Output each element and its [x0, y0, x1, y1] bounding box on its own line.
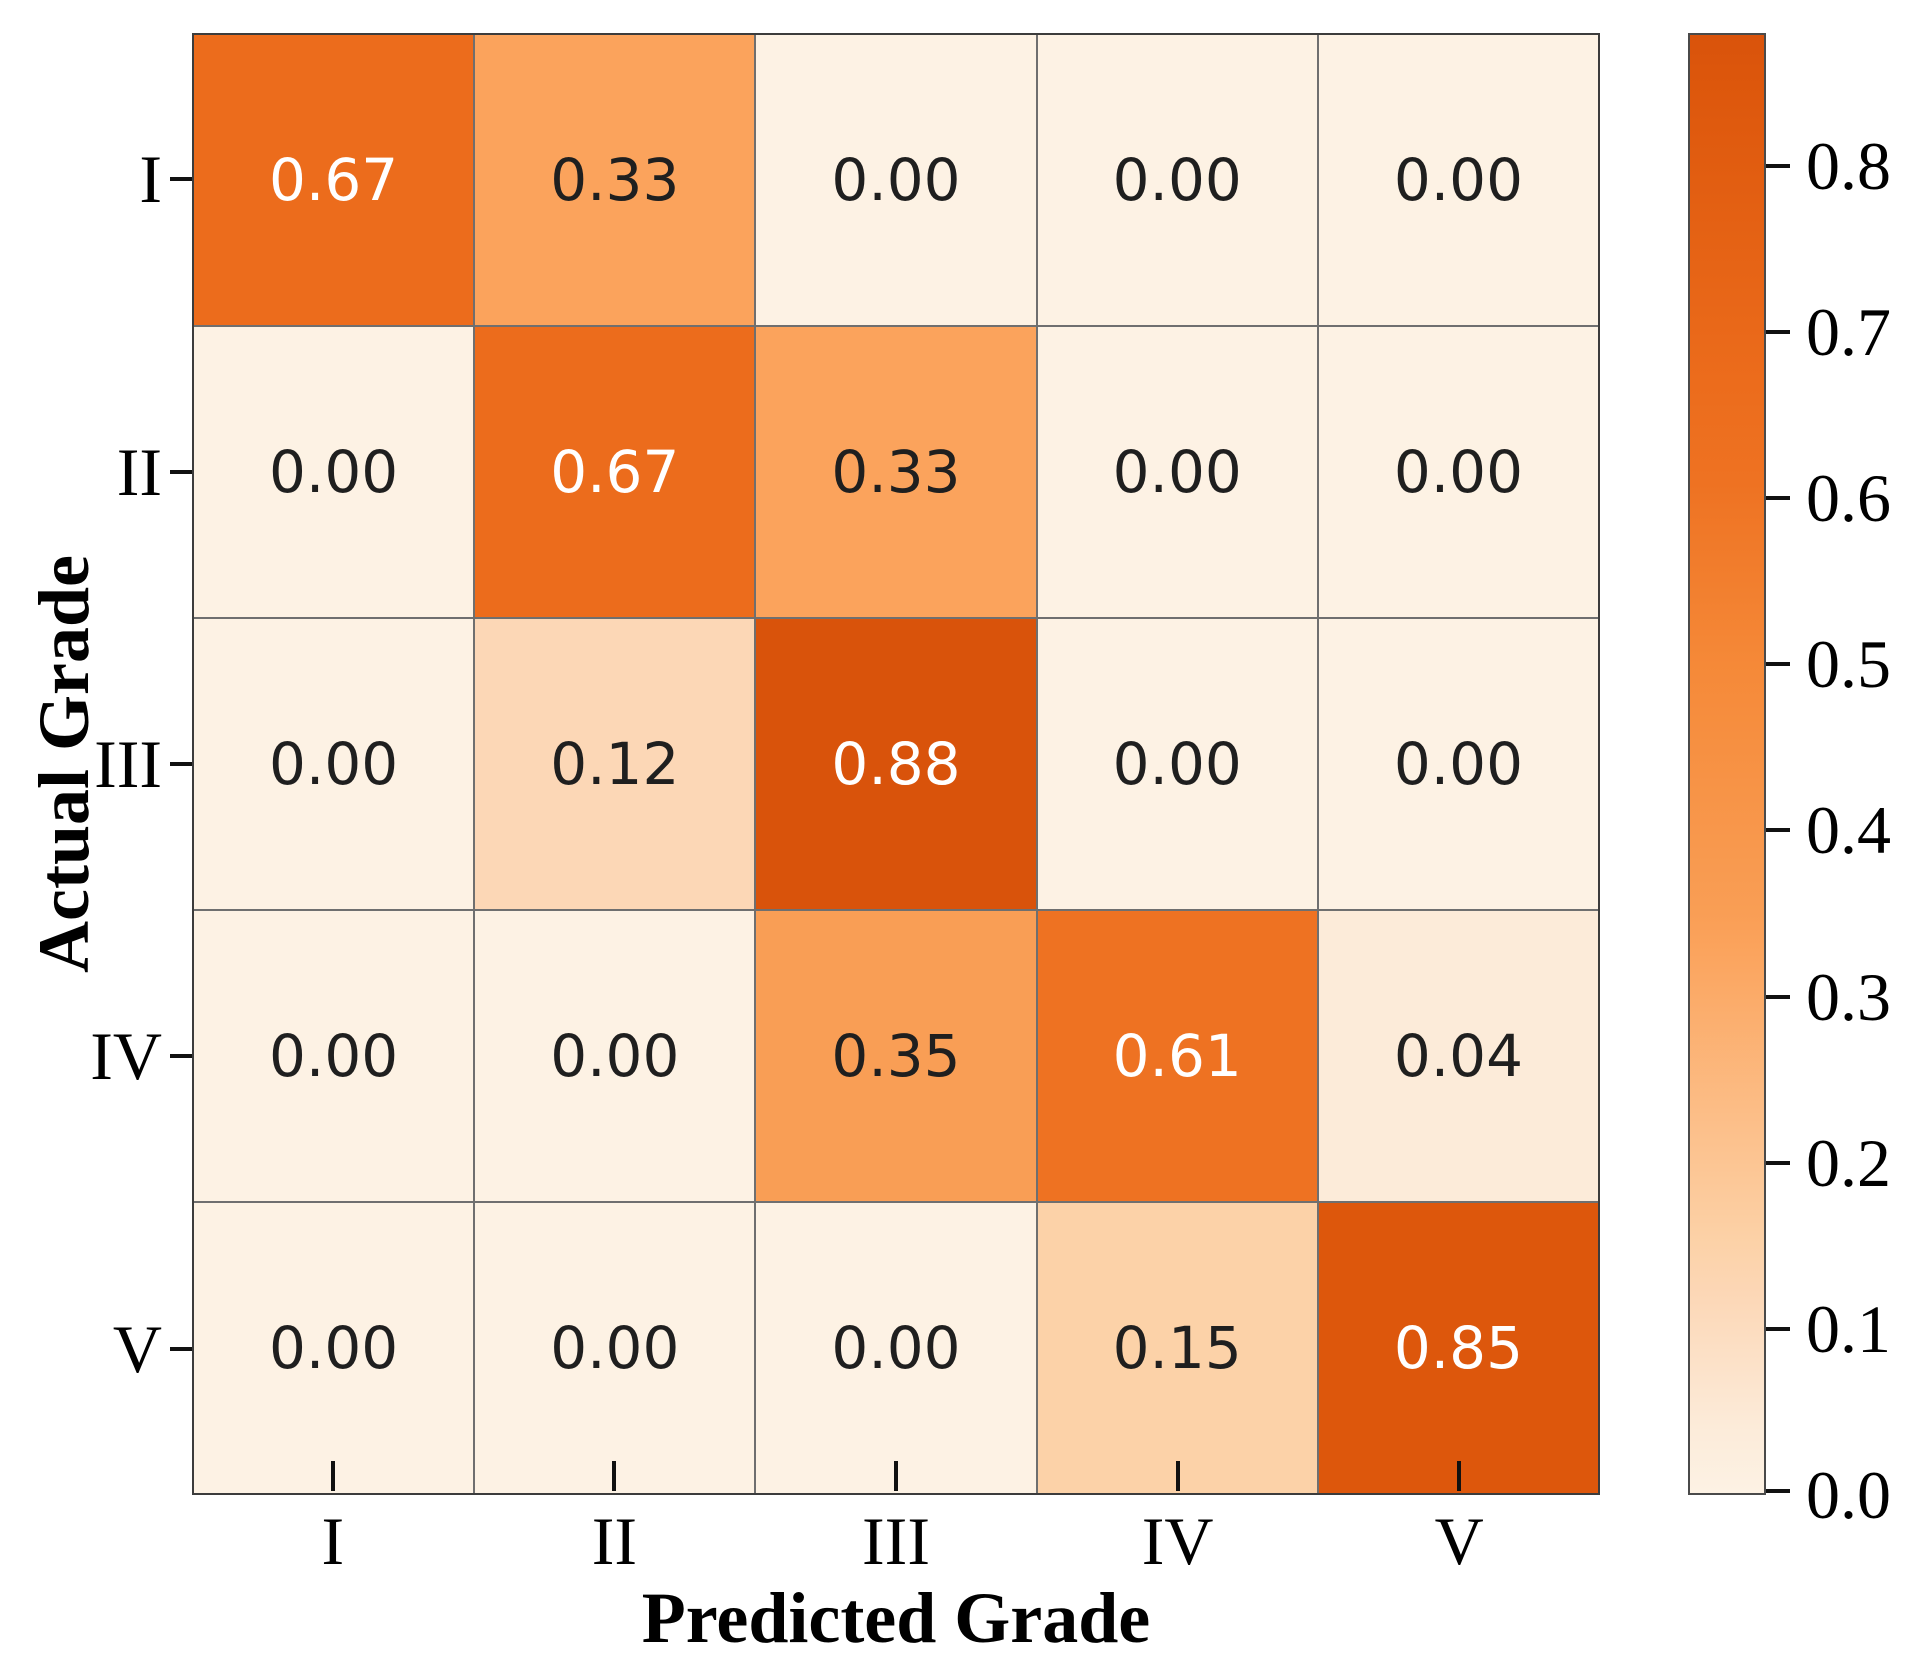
colorbar-tick-mark	[1766, 828, 1790, 833]
x-tick-mark	[1457, 1461, 1462, 1491]
heatmap-cell: 0.00	[475, 911, 755, 1201]
x-tick-label: V	[1434, 1503, 1484, 1579]
heatmap-cell: 0.00	[1037, 619, 1317, 909]
heatmap-cell: 0.00	[1037, 35, 1317, 325]
cell-value-label: 0.00	[1393, 730, 1523, 798]
heatmap-cell: 0.00	[1037, 327, 1317, 617]
cell-value-label: 0.00	[1112, 438, 1242, 506]
cell-value-label: 0.00	[269, 438, 399, 506]
colorbar-tick-label: 0.7	[1806, 294, 1891, 371]
cell-value-label: 0.88	[831, 730, 961, 798]
x-tick-mark	[894, 1461, 898, 1491]
x-tick-mark	[612, 1461, 617, 1491]
cell-value-label: 0.00	[1112, 146, 1242, 214]
heatmap-cell: 0.00	[194, 619, 474, 909]
x-axis-title: Predicted Grade	[641, 1578, 1151, 1655]
cell-value-label: 0.15	[1112, 1314, 1242, 1382]
colorbar-tick-label: 0.3	[1806, 958, 1891, 1035]
colorbar-tick-mark	[1766, 1160, 1790, 1165]
colorbar-tick-label: 0.4	[1806, 792, 1891, 869]
heatmap-cell: 0.00	[1318, 327, 1598, 617]
heatmap-cell: 0.15	[1037, 1203, 1317, 1493]
colorbar-tick-label: 0.0	[1806, 1457, 1891, 1533]
cell-value-label: 0.00	[831, 146, 961, 214]
colorbar-tick-mark	[1766, 1326, 1790, 1331]
heatmap-cell: 0.00	[475, 1203, 755, 1493]
heatmap-cell: 0.04	[1318, 911, 1598, 1201]
heatmap-cell: 0.00	[756, 35, 1036, 325]
colorbar-tick-label: 0.2	[1806, 1124, 1891, 1201]
x-tick-label: I	[321, 1503, 345, 1579]
heatmap-cell: 0.35	[756, 911, 1036, 1201]
cell-value-label: 0.00	[550, 1022, 680, 1090]
y-tick-label: II	[116, 433, 162, 510]
y-tick-mark	[170, 762, 192, 766]
y-tick-mark	[170, 1346, 192, 1351]
cell-value-label: 0.61	[1112, 1022, 1242, 1090]
cell-value-label: 0.00	[1393, 146, 1523, 214]
heatmap-cell: 0.12	[475, 619, 755, 909]
colorbar-gradient	[1688, 33, 1766, 1495]
heatmap-grid: 0.67 0.33 0.00 0.00 0.00 0.00 0.67 0.33 0.00 0.00…	[192, 33, 1600, 1495]
colorbar-tick-mark	[1766, 994, 1790, 999]
cell-value-label: 0.04	[1393, 1022, 1523, 1090]
cell-value-label: 0.00	[1393, 438, 1523, 506]
cell-value-label: 0.12	[550, 730, 680, 798]
cell-value-label: 0.35	[831, 1022, 961, 1090]
colorbar-tick-mark	[1766, 163, 1790, 168]
cell-value-label: 0.67	[550, 438, 680, 506]
heatmap-cell: 0.33	[475, 35, 755, 325]
x-tick-label: II	[591, 1503, 638, 1579]
colorbar-tick-mark	[1766, 330, 1790, 335]
y-tick-label: III	[94, 726, 162, 802]
colorbar-tick-mark	[1766, 662, 1790, 667]
x-tick-label: IV	[1141, 1503, 1214, 1579]
colorbar-tick-label: 0.5	[1806, 626, 1891, 703]
cell-value-label: 0.00	[269, 730, 399, 798]
colorbar-tick-mark	[1766, 496, 1790, 501]
heatmap-cell: 0.88	[756, 619, 1036, 909]
heatmap-cell: 0.61	[1037, 911, 1317, 1201]
heatmap-cell: 0.67	[194, 35, 474, 325]
colorbar-tick-label: 0.1	[1806, 1290, 1891, 1367]
cell-value-label: 0.00	[269, 1314, 399, 1382]
heatmap-cell: 0.00	[194, 1203, 474, 1493]
cell-value-label: 0.67	[269, 146, 399, 214]
y-tick-label: V	[112, 1310, 162, 1387]
heatmap-cell: 0.67	[475, 327, 755, 617]
heatmap-cell: 0.00	[1318, 619, 1598, 909]
colorbar-tick-label: 0.8	[1806, 127, 1891, 204]
cell-value-label: 0.33	[831, 438, 961, 506]
cell-value-label: 0.00	[831, 1314, 961, 1382]
y-tick-mark	[170, 469, 192, 474]
cell-value-label: 0.00	[550, 1314, 680, 1382]
y-tick-mark	[170, 177, 192, 182]
cell-value-label: 0.33	[550, 146, 680, 214]
heatmap-cell: 0.85	[1318, 1203, 1598, 1493]
y-tick-label: I	[139, 141, 162, 218]
colorbar-tick-label: 0.6	[1806, 460, 1891, 537]
cell-value-label: 0.85	[1393, 1314, 1523, 1382]
x-tick-mark	[330, 1461, 335, 1491]
y-tick-label: IV	[90, 1018, 162, 1095]
heatmap-cell: 0.00	[756, 1203, 1036, 1493]
cell-value-label: 0.00	[1112, 730, 1242, 798]
cell-value-label: 0.00	[269, 1022, 399, 1090]
heatmap-cell: 0.00	[1318, 35, 1598, 325]
y-tick-mark	[170, 1054, 192, 1059]
colorbar-tick-mark	[1766, 1489, 1790, 1493]
heatmap-cell: 0.00	[194, 911, 474, 1201]
x-tick-label: III	[862, 1503, 930, 1579]
heatmap-cell: 0.00	[194, 327, 474, 617]
y-axis-title: Actual Grade	[24, 555, 104, 973]
heatmap-cell: 0.33	[756, 327, 1036, 617]
x-tick-mark	[1175, 1461, 1180, 1491]
